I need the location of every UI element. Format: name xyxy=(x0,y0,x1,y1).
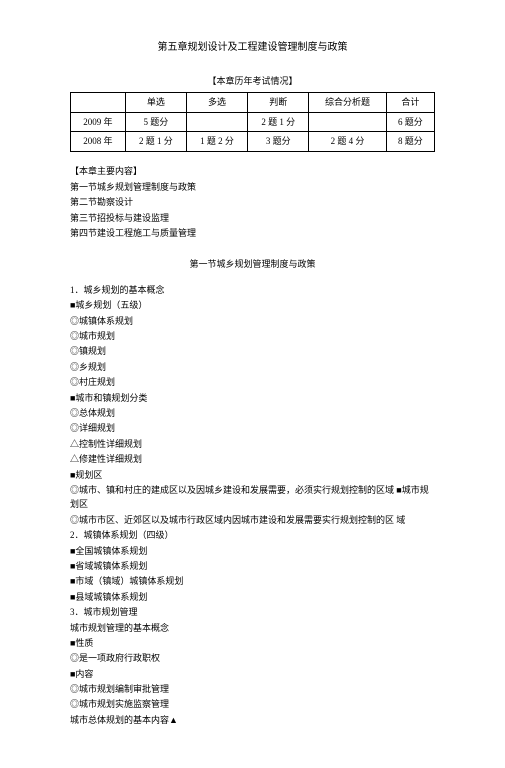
outline-item: ◎详细规划 xyxy=(70,421,435,435)
table-header: 单选 xyxy=(125,93,186,112)
table-header-row: 单选 多选 判断 综合分析题 合计 xyxy=(71,93,435,112)
outline-item: △控制性详细规划 xyxy=(70,437,435,451)
outline-item: ◎城市规划 xyxy=(70,329,435,343)
outline-item: ◎乡规划 xyxy=(70,360,435,374)
table-cell: 2 题 4 分 xyxy=(309,132,386,151)
outline-item: ■性质 xyxy=(70,636,435,650)
section1-title: 第一节城乡规划管理制度与政策 xyxy=(70,257,435,271)
table-cell: 2008 年 xyxy=(71,132,126,151)
outline-item: ◎是一项政府行政职权 xyxy=(70,651,435,665)
table-cell xyxy=(309,112,386,131)
outline-item: ◎城市市区、近郊区以及城市行政区域内因城市建设和发展需要实行规划控制的区 域 xyxy=(70,513,435,527)
table-cell: 6 题分 xyxy=(386,112,434,131)
table-cell: 2 题 1 分 xyxy=(125,132,186,151)
table-row: 2009 年 5 题分 2 题 1 分 6 题分 xyxy=(71,112,435,131)
table-header: 合计 xyxy=(386,93,434,112)
table-cell: 1 题 2 分 xyxy=(186,132,247,151)
outline-item: ◎总体规划 xyxy=(70,406,435,420)
outline-item: 城市总体规划的基本内容▲ xyxy=(70,713,435,727)
table-header: 多选 xyxy=(186,93,247,112)
outline-item: ■省域城镇体系规划 xyxy=(70,559,435,573)
main-contents-label: 【本章主要内容】 xyxy=(70,164,435,178)
table-cell: 2 题 1 分 xyxy=(248,112,309,131)
content-item: 第二节勘察设计 xyxy=(70,195,435,209)
outline-item: ◎城镇体系规划 xyxy=(70,314,435,328)
exam-history-table: 单选 多选 判断 综合分析题 合计 2009 年 5 题分 2 题 1 分 6 … xyxy=(70,92,435,151)
outline-item: 2．城镇体系规划（四级） xyxy=(70,528,435,542)
outline-item: ◎城市、镇和村庄的建成区以及因城乡建设和发展需要，必须实行规划控制的区域 ■城市… xyxy=(70,483,435,512)
table-row: 2008 年 2 题 1 分 1 题 2 分 3 题分 2 题 4 分 8 题分 xyxy=(71,132,435,151)
outline-item: ■规划区 xyxy=(70,468,435,482)
page-title: 第五章规划设计及工程建设管理制度与政策 xyxy=(70,40,435,56)
content-item: 第一节城乡规划管理制度与政策 xyxy=(70,180,435,194)
table-header: 判断 xyxy=(248,93,309,112)
outline-item: 1．城乡规划的基本概念 xyxy=(70,283,435,297)
table-cell xyxy=(186,112,247,131)
content-item: 第三节招投标与建设监理 xyxy=(70,211,435,225)
outline-item: ■市域（镇域）城镇体系规划 xyxy=(70,574,435,588)
outline-item: ■县域城镇体系规划 xyxy=(70,590,435,604)
outline-item: ■城乡规划（五级） xyxy=(70,298,435,312)
table-cell: 8 题分 xyxy=(386,132,434,151)
outline-item: ◎镇规划 xyxy=(70,344,435,358)
table-cell: 5 题分 xyxy=(125,112,186,131)
outline-container: 1．城乡规划的基本概念■城乡规划（五级） ◎城镇体系规划◎城市规划◎镇规划 ◎乡规划… xyxy=(70,283,435,727)
table-heading: 【本章历年考试情况】 xyxy=(70,74,435,88)
outline-item: ■内容 xyxy=(70,667,435,681)
outline-item: ◎村庄规划 xyxy=(70,375,435,389)
outline-item: ■全国城镇体系规划 xyxy=(70,544,435,558)
outline-item: ◎城市规划编制审批管理 xyxy=(70,682,435,696)
outline-item: ◎城市规划实施监察管理 xyxy=(70,697,435,711)
outline-item: 城市规划管理的基本概念 xyxy=(70,621,435,635)
table-header xyxy=(71,93,126,112)
content-item: 第四节建设工程施工与质量管理 xyxy=(70,226,435,240)
table-cell: 2009 年 xyxy=(71,112,126,131)
outline-item: △修建性详细规划 xyxy=(70,452,435,466)
table-cell: 3 题分 xyxy=(248,132,309,151)
outline-item: ■城市和镇规划分类 xyxy=(70,391,435,405)
outline-item: 3．城市规划管理 xyxy=(70,605,435,619)
table-header: 综合分析题 xyxy=(309,93,386,112)
